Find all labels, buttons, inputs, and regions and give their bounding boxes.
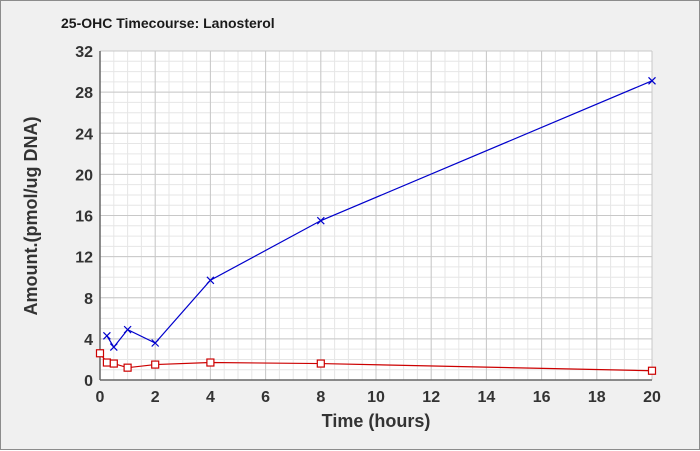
marker-stroke (316, 216, 325, 225)
y-tick-label: 24 (75, 126, 93, 143)
data-point-square-marker (206, 358, 215, 367)
x-tick-label: 20 (643, 389, 661, 406)
data-point-x-marker (102, 331, 111, 340)
y-tick-label: 0 (84, 373, 93, 390)
y-tick-label: 8 (84, 291, 93, 308)
data-point-square-marker (95, 349, 105, 358)
marker-stroke (109, 343, 118, 352)
x-tick-label: 2 (151, 389, 160, 406)
x-tick-label: 10 (367, 389, 385, 406)
x-tick-label: 18 (588, 389, 606, 406)
x-axis-title: Time (hours) (322, 411, 431, 431)
marker-stroke (648, 76, 656, 85)
data-point-x-marker (648, 76, 656, 85)
x-tick-label: 14 (478, 389, 496, 406)
chart-title: 25-OHC Timecourse: Lanosterol (61, 15, 275, 31)
data-point-square-marker (109, 359, 118, 368)
y-axis-title: Amount.(pmol/ug DNA) (21, 117, 41, 316)
grid (99, 50, 653, 381)
y-tick-label: 12 (75, 250, 93, 267)
data-point-x-marker (206, 276, 215, 285)
y-tick-label: 28 (75, 85, 93, 102)
y-tick-label: 32 (75, 44, 93, 61)
marker-stroke (206, 276, 215, 285)
data-point-square-marker (647, 366, 657, 375)
data-point-x-marker (123, 325, 132, 334)
x-tick-label: 0 (96, 389, 105, 406)
x-tick-label: 4 (206, 389, 215, 406)
series (95, 76, 657, 375)
y-tick-label: 16 (75, 209, 93, 226)
data-point-x-marker (316, 216, 325, 225)
y-tick-label: 20 (75, 167, 93, 184)
x-tick-label: 6 (261, 389, 270, 406)
data-point-square-marker (123, 363, 132, 372)
marker-stroke (151, 339, 160, 347)
y-tick-label: 4 (84, 332, 93, 349)
x-tick-label: 8 (316, 389, 325, 406)
data-point-square-marker (102, 358, 112, 367)
data-point-x-marker (151, 339, 160, 347)
axes (99, 51, 652, 381)
x-tick-label: 16 (533, 389, 551, 406)
data-point-square-marker (316, 359, 325, 368)
data-point-square-marker (151, 360, 160, 369)
marker-stroke (102, 331, 111, 340)
x-tick-label: 12 (422, 389, 440, 406)
data-point-x-marker (109, 343, 118, 352)
marker-stroke (123, 325, 132, 334)
